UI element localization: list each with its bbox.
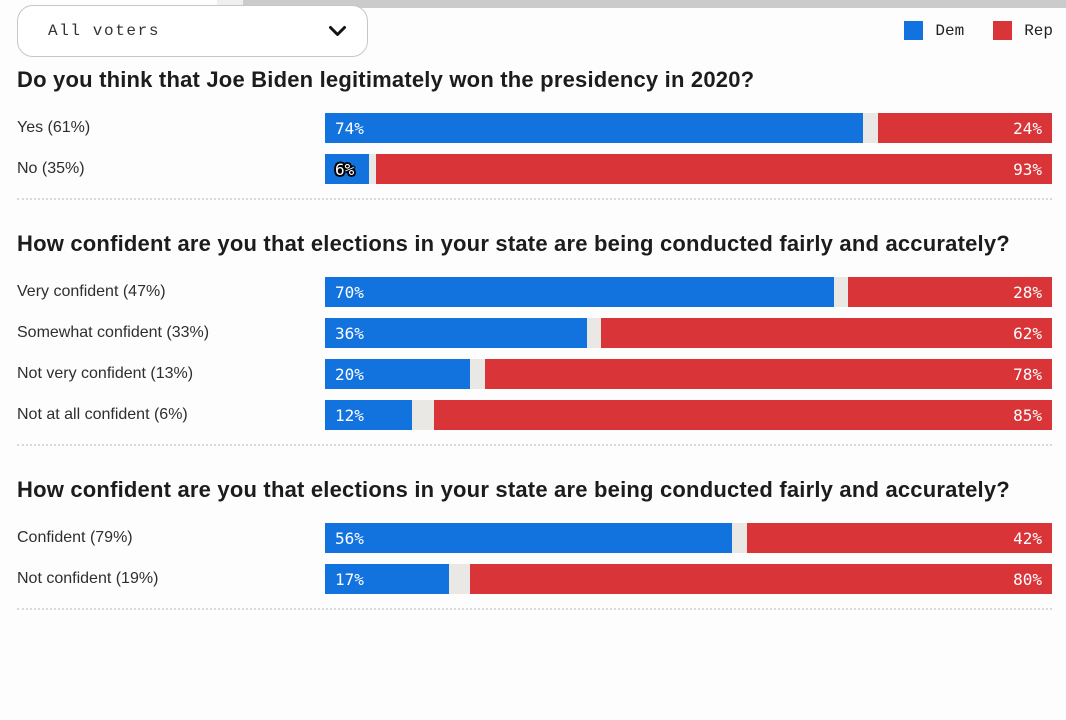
rep-bar: 80% [470,564,1052,594]
bar-track: 6% 93% [325,154,1052,184]
voter-filter-dropdown[interactable]: All voters [17,5,368,57]
dem-value-label: 36% [335,323,364,343]
question-title: How confident are you that elections in … [17,231,1010,256]
dem-value-label: 12% [335,405,364,425]
chart-row: Confident (79%) 56% 42% [17,523,1052,553]
poll-results-main: Do you think that Joe Biden legitimately… [17,66,1052,610]
bar-track: 12% 85% [325,400,1052,430]
question-title: Do you think that Joe Biden legitimately… [17,67,755,92]
rep-bar: 78% [484,359,1052,389]
voter-filter-value: All voters [48,22,161,40]
section-divider [17,608,1052,610]
row-label: Yes (61%) [17,119,91,136]
legend-label: Dem [935,21,965,40]
row-label: Not confident (19%) [17,570,159,587]
dem-bar: 74% [325,113,863,143]
bar-track: 36% 62% [325,318,1052,348]
party-legend: Dem Rep [904,21,1053,40]
row-label: Very confident (47%) [17,283,166,300]
question-section: Do you think that Joe Biden legitimately… [17,66,1052,184]
question-section: How confident are you that elections in … [17,476,1052,594]
chart-row: Yes (61%) 74% 24% [17,113,1052,143]
section-divider [17,444,1052,446]
legend-label: Rep [1024,21,1053,40]
chart-row: Not very confident (13%) 20% 78% [17,359,1052,389]
chart-row: Not at all confident (6%) 12% 85% [17,400,1052,430]
bar-track: 56% 42% [325,523,1052,553]
bar-track: 20% 78% [325,359,1052,389]
row-label: Not very confident (13%) [17,365,194,382]
rep-value-label: 80% [1013,569,1042,589]
rep-value-label: 28% [1013,282,1042,302]
row-label: No (35%) [17,160,85,177]
top-cropped-element [243,0,1066,8]
top-cropped-element-light [217,0,243,9]
dem-bar: 17% [325,564,449,594]
rep-value-label: 62% [1013,323,1042,343]
dem-value-label: 56% [335,528,364,548]
rep-value-label: 85% [1013,405,1042,425]
dem-value-label: 17% [335,569,364,589]
question-title: How confident are you that elections in … [17,477,1010,502]
section-divider [17,198,1052,200]
bar-track: 17% 80% [325,564,1052,594]
rep-bar: 42% [746,523,1052,553]
dem-value-label: 6% [335,159,355,179]
dem-bar: 20% [325,359,471,389]
rep-bar: 93% [375,154,1052,184]
legend-item-dem: Dem [904,21,964,40]
chart-row: Somewhat confident (33%) 36% 62% [17,318,1052,348]
rep-value-label: 24% [1013,118,1042,138]
dem-swatch-icon [904,21,924,40]
row-label: Not at all confident (6%) [17,406,188,423]
chart-row: Not confident (19%) 17% 80% [17,564,1052,594]
rep-bar: 62% [601,318,1052,348]
chart-row: Very confident (47%) 70% 28% [17,277,1052,307]
chevron-down-icon [328,25,347,38]
rep-value-label: 78% [1013,364,1042,384]
rep-value-label: 93% [1013,159,1042,179]
dem-bar: 36% [325,318,587,348]
dem-bar: 6% [325,154,369,184]
rep-value-label: 42% [1013,528,1042,548]
chart-row: No (35%) 6% 93% [17,154,1052,184]
bar-track: 70% 28% [325,277,1052,307]
rep-bar: 85% [434,400,1052,430]
rep-swatch-icon [993,21,1013,40]
dem-bar: 70% [325,277,834,307]
rep-bar: 28% [848,277,1052,307]
bar-track: 74% 24% [325,113,1052,143]
row-label: Confident (79%) [17,529,133,546]
question-section: How confident are you that elections in … [17,230,1052,430]
dem-value-label: 20% [335,364,364,384]
legend-item-rep: Rep [993,21,1053,40]
rep-bar: 24% [877,113,1052,143]
dem-value-label: 74% [335,118,364,138]
row-label: Somewhat confident (33%) [17,324,210,341]
dem-value-label: 70% [335,282,364,302]
dem-bar: 56% [325,523,733,553]
dem-bar: 12% [325,400,413,430]
